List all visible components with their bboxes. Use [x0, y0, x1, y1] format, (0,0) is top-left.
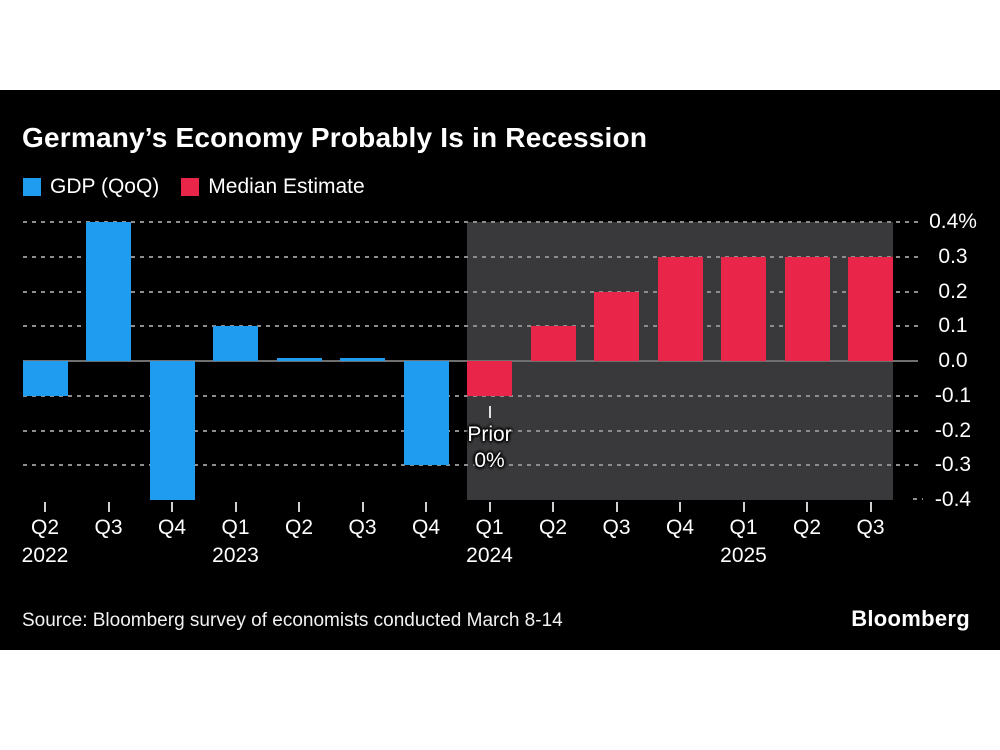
year-label: 2024 [466, 544, 513, 567]
x-axis-tick [806, 502, 808, 512]
x-axis-label: Q2 [538, 516, 568, 539]
year-label: 2023 [212, 544, 259, 567]
gridline [23, 221, 918, 223]
x-axis-label: Q1 [729, 516, 758, 539]
bar-q3-2024 [594, 291, 639, 361]
x-axis-tick [107, 502, 110, 512]
legend-label-gdp: GDP (QoQ) [50, 175, 160, 198]
x-axis-tick [361, 502, 364, 512]
x-axis-label: Q1 [221, 516, 250, 539]
y-axis-label: 0.0 [938, 349, 968, 372]
x-axis-label: Q2 [284, 516, 314, 539]
legend-item-gdp: GDP (QoQ) [23, 175, 159, 199]
bar-q1-2024 [467, 361, 512, 396]
gridline [23, 290, 918, 293]
y-axis-label: 0.4% [929, 210, 977, 233]
x-axis-tick [171, 502, 173, 512]
bar-q3-2023 [340, 358, 385, 361]
x-axis-tick [234, 502, 237, 512]
bar-q2-2024 [530, 326, 576, 361]
x-axis-tick [488, 502, 491, 512]
gridline [23, 394, 918, 397]
source-text: Source: Bloomberg survey of economists c… [22, 610, 563, 631]
x-axis-tick [615, 502, 618, 512]
bar-q3-2022 [86, 222, 131, 361]
x-axis-label: Q2 [30, 516, 60, 539]
x-axis-label: Q3 [856, 516, 885, 539]
prior-annotation-line: Prior [467, 423, 512, 446]
bar-q2-2023 [276, 358, 322, 361]
bar-q4-2024 [657, 256, 703, 361]
x-axis-tick [679, 502, 681, 512]
x-axis-label: Q4 [411, 516, 441, 539]
x-axis-tick [298, 502, 300, 512]
x-axis-label: Q3 [94, 516, 123, 539]
y-axis-label: 0.1 [938, 314, 968, 338]
x-axis-tick [552, 502, 554, 512]
x-axis-label: Q4 [665, 516, 695, 539]
chart-card: Germany’s Economy Probably Is in Recessi… [0, 90, 1000, 650]
bar-q1-2025 [721, 256, 766, 361]
gdp-swatch-icon [23, 178, 41, 196]
y-axis-label: -0.4 [934, 488, 972, 511]
x-axis-tick [425, 502, 427, 512]
x-axis-tick [869, 502, 872, 512]
x-axis-label: Q3 [348, 516, 377, 539]
y-axis-label: -0.2 [934, 418, 972, 442]
gridline [23, 255, 918, 258]
legend: GDP (QoQ) Median Estimate [23, 175, 365, 199]
x-axis-tick [742, 502, 745, 512]
bar-q2-2022 [22, 361, 68, 396]
gridline-bottom [913, 498, 923, 500]
bar-q2-2025 [784, 256, 830, 361]
prior-annotation-tick [488, 406, 491, 418]
x-axis-label: Q1 [475, 516, 504, 539]
legend-label-median-estimate: Median Estimate [208, 175, 365, 198]
x-axis-label: Q3 [602, 516, 631, 539]
bar-q3-2025 [848, 256, 893, 361]
prior-annotation-line: 0% [474, 449, 505, 472]
gridline [23, 464, 918, 467]
y-axis-label: 0.3 [938, 244, 968, 268]
bar-q4-2023 [403, 361, 449, 466]
bloomberg-logo: Bloomberg [851, 606, 970, 631]
y-axis-label: 0.2 [938, 279, 968, 303]
x-axis-label: Q4 [157, 516, 187, 539]
legend-item-median-estimate: Median Estimate [181, 175, 365, 199]
x-axis: Q2 Q3 Q4 Q1 Q2 Q3 Q4 Q1 Q2 Q3 Q4 Q1 Q2 Q3 2022 2023 2024… [21, 500, 918, 580]
gridline [23, 325, 918, 328]
chart-title: Germany’s Economy Probably Is in Recessi… [22, 122, 648, 153]
prior-annotation-label: Prior 0% [430, 422, 550, 474]
bar-q1-2023 [213, 326, 258, 361]
year-label: 2025 [720, 544, 767, 567]
y-axis-label: -0.1 [934, 383, 972, 407]
x-axis-label: Q2 [792, 516, 822, 539]
bar-q4-2022 [149, 361, 195, 500]
gridline [23, 429, 918, 432]
y-axis-label: -0.3 [934, 453, 972, 477]
plot-area: Prior 0% [22, 221, 923, 500]
year-label: 2022 [21, 544, 69, 567]
x-axis-tick [44, 502, 46, 512]
median-estimate-swatch-icon [181, 178, 200, 196]
